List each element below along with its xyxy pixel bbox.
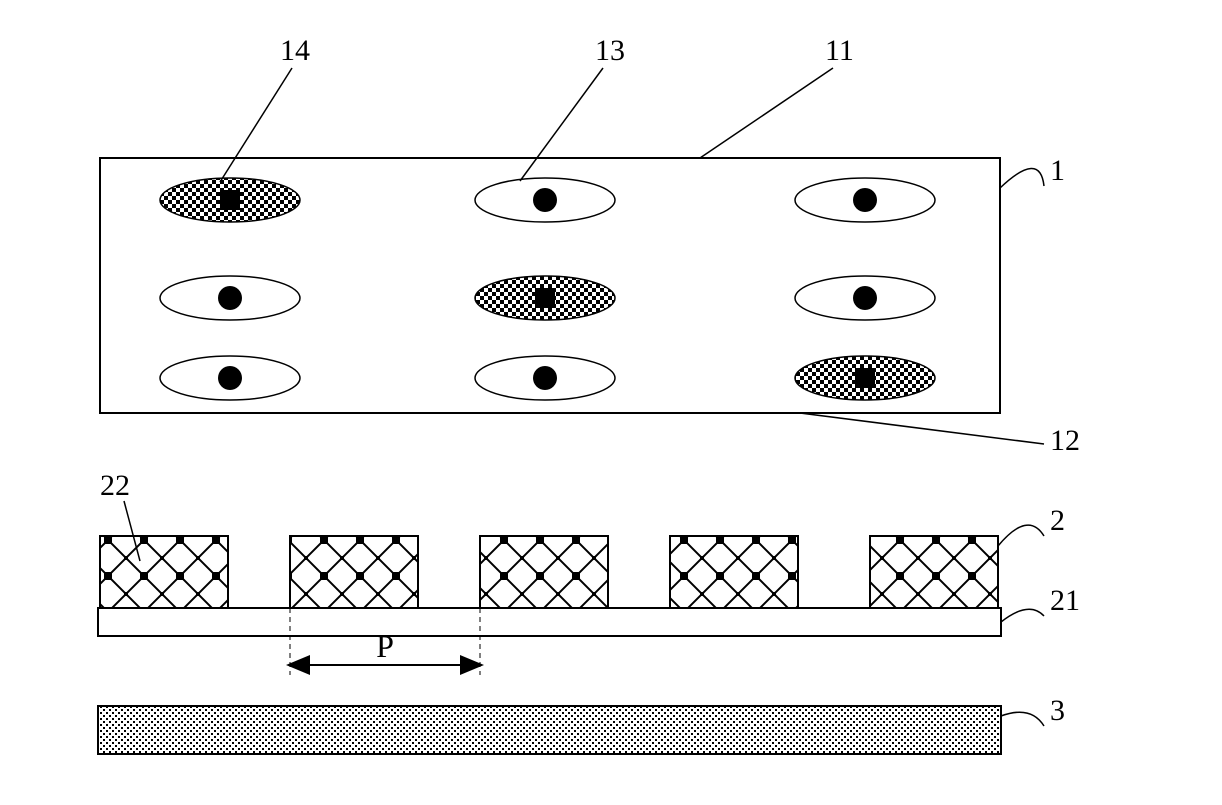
center-square	[220, 190, 240, 210]
layer-3-group	[98, 706, 1001, 754]
leader-1	[1000, 168, 1044, 188]
label-3: 3	[1050, 694, 1065, 727]
diagram-svg: P 111314112222213	[0, 0, 1222, 805]
p-label: P	[376, 628, 394, 664]
layer-2-group: P	[98, 536, 1001, 675]
center-dot	[853, 188, 877, 212]
leader-12	[800, 413, 1044, 444]
grating-block	[100, 536, 228, 608]
center-square	[855, 368, 875, 388]
leader-11	[700, 68, 833, 158]
label-21: 21	[1050, 584, 1080, 617]
center-dot	[533, 188, 557, 212]
center-square	[535, 288, 555, 308]
leader-3	[1001, 712, 1044, 726]
grating-block	[290, 536, 418, 608]
center-dot	[853, 286, 877, 310]
grating-block	[870, 536, 998, 608]
grating-block	[480, 536, 608, 608]
label-1: 1	[1050, 154, 1065, 187]
leader-2	[998, 525, 1044, 546]
center-dot	[218, 366, 242, 390]
layer3-rect	[98, 706, 1001, 754]
label-13: 13	[595, 34, 625, 67]
leader-21	[1001, 609, 1044, 622]
label-11: 11	[825, 34, 854, 67]
label-14: 14	[280, 34, 310, 67]
label-2: 2	[1050, 504, 1065, 537]
layer-1-group	[100, 158, 1000, 413]
center-dot	[533, 366, 557, 390]
label-22: 22	[100, 469, 130, 502]
center-dot	[218, 286, 242, 310]
diagram-canvas: P 111314112222213	[0, 0, 1222, 805]
label-12: 12	[1050, 424, 1080, 457]
layer2-base	[98, 608, 1001, 636]
grating-block	[670, 536, 798, 608]
